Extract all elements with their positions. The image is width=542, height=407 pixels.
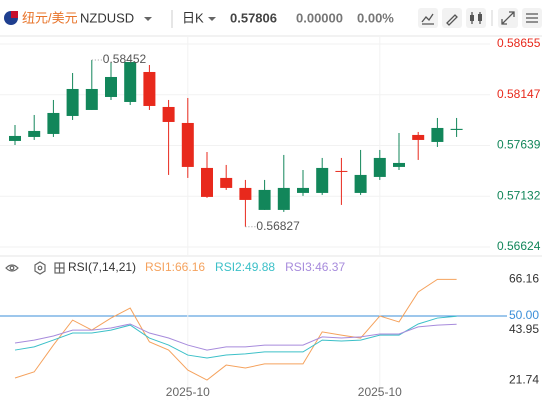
max-label: 0.58452 <box>103 52 147 66</box>
change: 0.00000 <box>296 10 343 25</box>
y-tick-label: 0.57132 <box>497 188 541 202</box>
legend-entry: RSI1:66.16 <box>145 260 205 274</box>
eye-icon <box>9 265 15 271</box>
candle-body <box>9 135 21 141</box>
candle-body <box>105 76 117 97</box>
candle-body <box>47 112 60 134</box>
y-tick-label: 66.16 <box>509 272 539 286</box>
candle-body <box>239 187 252 200</box>
candle-body <box>450 128 463 130</box>
candle-body <box>335 170 348 172</box>
gear-icon[interactable] <box>34 261 46 275</box>
candle-body <box>201 167 213 197</box>
draw-icon <box>446 14 458 26</box>
candle-button[interactable] <box>466 8 486 28</box>
min-label: 0.56827 <box>256 219 300 233</box>
indicator-icon <box>421 13 434 25</box>
candle-body <box>66 88 79 116</box>
pair-name[interactable]: 纽元/美元 <box>22 10 78 25</box>
candle-body <box>297 187 309 193</box>
candle-icon <box>470 15 474 21</box>
candle-body <box>373 157 386 177</box>
rsi-line <box>14 323 457 351</box>
indicator-title: RSI(7,14,21) <box>68 260 136 274</box>
candle-body <box>220 177 233 188</box>
indicator-button[interactable] <box>418 8 438 28</box>
candle-body <box>316 167 329 193</box>
rsi-line <box>14 315 457 359</box>
candle-body <box>162 106 175 122</box>
rsi-line <box>14 278 457 381</box>
legend-entry: RSI2:49.88 <box>215 260 275 274</box>
candle-body <box>354 174 367 193</box>
y-tick-label: 21.74 <box>509 372 539 386</box>
candle-body <box>258 189 271 210</box>
y-tick-label: 0.57639 <box>497 138 541 152</box>
settings-icon <box>526 13 538 23</box>
change-pct: 0.00% <box>357 10 394 25</box>
fullscreen-icon <box>501 11 515 25</box>
candle-body <box>412 134 425 140</box>
rsi-header: RSI(7,14,21) <box>5 260 136 275</box>
dropdown-icon[interactable] <box>144 17 152 21</box>
candle-body <box>143 71 156 106</box>
y-tick-label: 0.58147 <box>497 87 541 101</box>
candle-body <box>277 187 290 210</box>
price: 0.57806 <box>230 10 277 25</box>
candle-body <box>85 88 98 110</box>
y-tick-label: 0.56624 <box>497 239 541 253</box>
y-tick-label: 0.58655 <box>497 36 541 50</box>
candle-body <box>393 162 405 167</box>
candle-body <box>124 61 137 102</box>
period[interactable]: 日K <box>182 10 204 25</box>
reference-label: 50.00 <box>509 308 539 322</box>
eye-icon[interactable] <box>5 264 19 272</box>
candle-body <box>431 127 444 142</box>
dropdown-icon[interactable] <box>208 17 216 21</box>
symbol[interactable]: NZDUSD <box>80 10 134 25</box>
y-tick-label: 43.95 <box>509 322 539 336</box>
gear-icon <box>37 265 43 271</box>
header: 纽元/美元 NZDUSD 日K 0.57806 0.00000 0.00% <box>0 8 542 37</box>
candle-body <box>28 130 41 137</box>
candle-body <box>181 122 194 167</box>
candle-icon <box>478 14 482 21</box>
table-icon <box>55 263 64 273</box>
legend-entry: RSI3:46.37 <box>285 260 345 274</box>
x-tick-label: 2025-10 <box>166 385 210 399</box>
flag-icon <box>11 11 18 18</box>
x-tick-label: 2025-10 <box>358 385 402 399</box>
